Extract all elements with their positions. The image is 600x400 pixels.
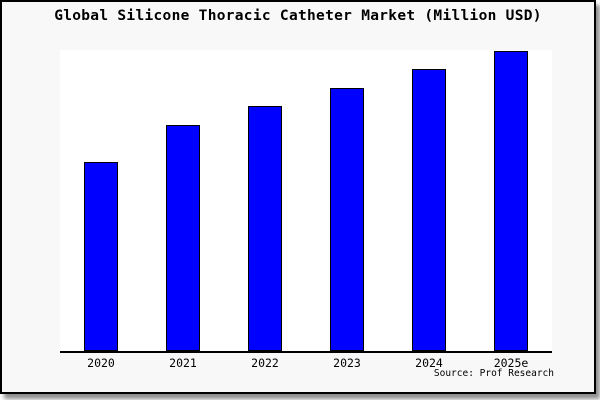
chart-figure: Global Silicone Thoracic Catheter Market… [0,0,596,394]
source-credit: Source: Prof Research [433,368,554,379]
bar-2024 [412,69,446,351]
bar-2022 [248,105,282,351]
bar-2023 [330,87,364,351]
bar-2020 [84,162,118,351]
bar-2021 [166,125,200,351]
x-tick-label-2022: 2022 [251,356,279,370]
x-tick-label-2021: 2021 [169,356,197,370]
chart-title: Global Silicone Thoracic Catheter Market… [54,8,542,24]
bar-2025e [494,50,528,351]
x-tick-label-2020: 2020 [87,356,115,370]
x-tick-label-2023: 2023 [333,356,361,370]
x-tick-label-2024: 2024 [415,356,443,370]
x-tick-label-2025e: 2025e [493,356,529,370]
plot-area [60,50,552,353]
